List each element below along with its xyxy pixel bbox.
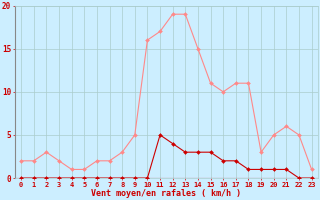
X-axis label: Vent moyen/en rafales ( km/h ): Vent moyen/en rafales ( km/h ) [92,189,241,198]
